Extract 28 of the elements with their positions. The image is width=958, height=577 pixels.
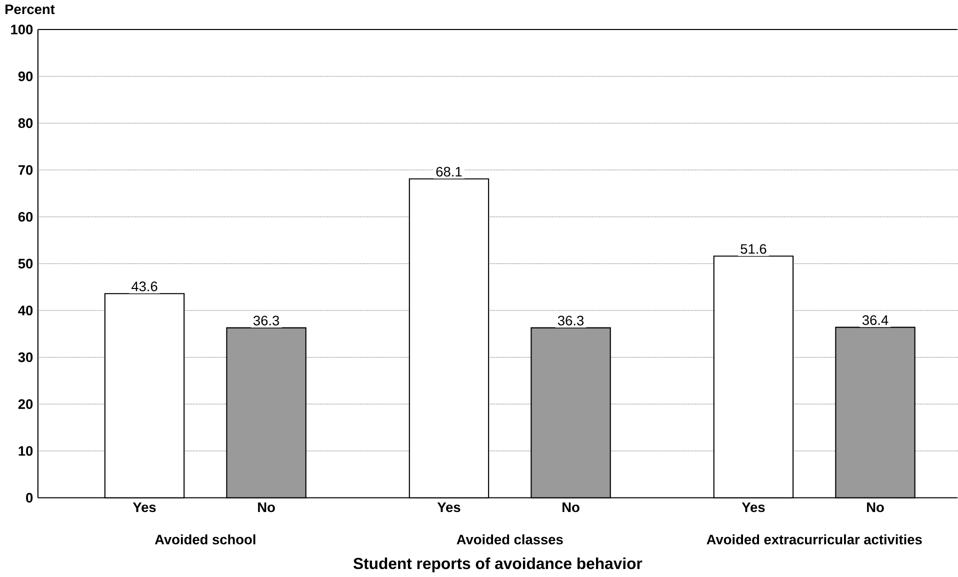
- y-tick-label: 30: [18, 352, 33, 362]
- text: Yes: [437, 502, 460, 512]
- y-tick-label: 50: [18, 258, 33, 269]
- y-tick-label: 80: [18, 118, 33, 128]
- data-label: 36.3: [253, 316, 280, 326]
- data-label: 36.4: [862, 315, 888, 326]
- y-tick-label: 10: [18, 446, 33, 456]
- y-tick-label: 70: [18, 165, 33, 175]
- y-tick-label: 20: [18, 399, 33, 410]
- data-label: 68.1: [436, 166, 462, 177]
- series-label: No: [258, 502, 275, 512]
- text: No: [867, 502, 884, 512]
- data-label: 36.3: [558, 316, 584, 326]
- y-tick-label: 90: [18, 72, 33, 82]
- x-axis-title: Student reports of avoidance behavior: [353, 558, 642, 572]
- text: Yes: [742, 502, 765, 512]
- series-label: Yes: [132, 502, 156, 512]
- y-tick-label: 0: [26, 492, 33, 503]
- y-tick-label: 100: [11, 24, 33, 34]
- y-axis-title: Percent: [5, 4, 55, 14]
- data-label: 43.6: [131, 282, 158, 292]
- x-tick-label: Avoided classes: [456, 534, 563, 544]
- y-tick-label: 60: [18, 212, 33, 222]
- x-tick-label: Avoided extracurricular activities: [706, 534, 922, 544]
- text: No: [562, 502, 580, 512]
- y-tick-label: 40: [18, 306, 33, 316]
- x-tick-label: Avoided school: [154, 534, 256, 544]
- data-label: 51.6: [740, 244, 766, 254]
